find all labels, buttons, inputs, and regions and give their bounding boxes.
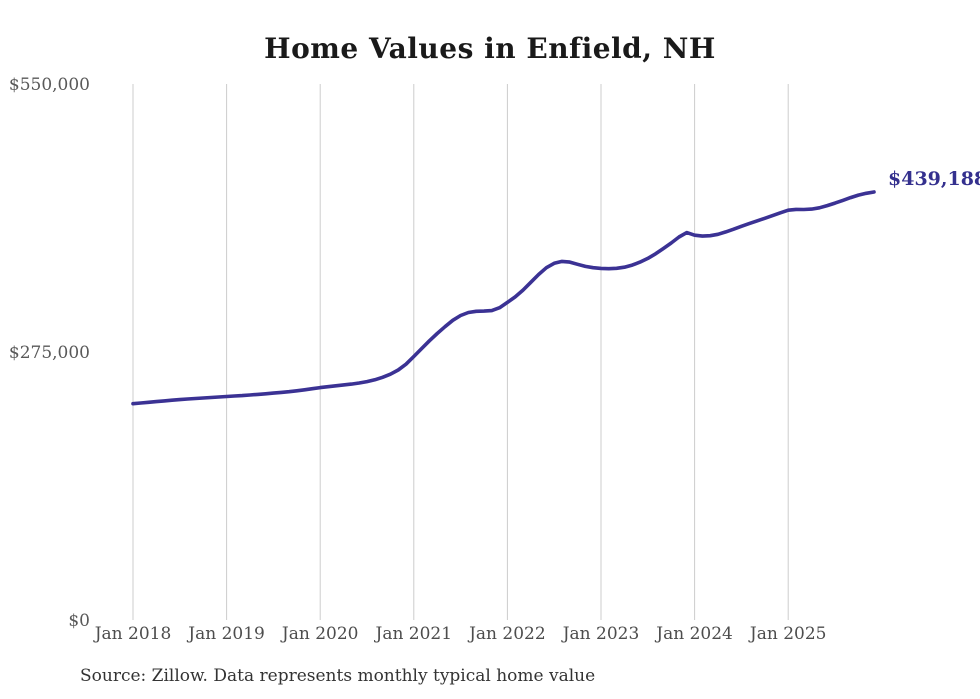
home-value-series-line (131, 190, 876, 406)
x-tick-label: Jan 2018 (93, 624, 172, 644)
x-tick-label: Jan 2025 (748, 624, 827, 644)
x-tick-label: Jan 2024 (654, 624, 733, 644)
y-tick-label: $275,000 (9, 343, 90, 363)
x-tick-label: Jan 2022 (467, 624, 546, 644)
latest-value-label: $439,188 (888, 168, 980, 190)
x-tick-label: Jan 2019 (186, 624, 265, 644)
x-tick-label: Jan 2020 (280, 624, 359, 644)
y-tick-label: $0 (68, 611, 90, 631)
y-tick-label: $550,000 (9, 75, 90, 95)
chart-title: Home Values in Enfield, NH (264, 32, 716, 65)
x-tick-label: Jan 2023 (561, 624, 640, 644)
x-tick-label: Jan 2021 (374, 624, 453, 644)
source-note: Source: Zillow. Data represents monthly … (80, 666, 596, 686)
